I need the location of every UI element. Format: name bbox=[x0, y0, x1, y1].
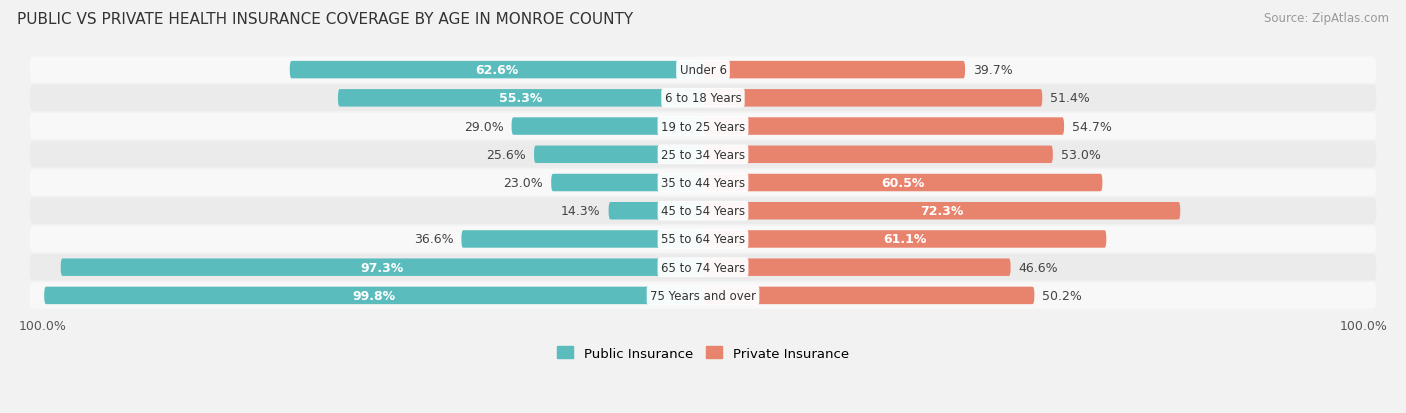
FancyBboxPatch shape bbox=[703, 146, 1053, 164]
Text: 46.6%: 46.6% bbox=[1018, 261, 1059, 274]
FancyBboxPatch shape bbox=[534, 146, 703, 164]
FancyBboxPatch shape bbox=[703, 230, 1107, 248]
Text: Source: ZipAtlas.com: Source: ZipAtlas.com bbox=[1264, 12, 1389, 25]
FancyBboxPatch shape bbox=[461, 230, 703, 248]
FancyBboxPatch shape bbox=[30, 57, 1376, 84]
FancyBboxPatch shape bbox=[30, 226, 1376, 253]
FancyBboxPatch shape bbox=[30, 114, 1376, 140]
Text: 35 to 44 Years: 35 to 44 Years bbox=[661, 177, 745, 190]
Text: 55 to 64 Years: 55 to 64 Years bbox=[661, 233, 745, 246]
Text: 55.3%: 55.3% bbox=[499, 92, 543, 105]
Text: 62.6%: 62.6% bbox=[475, 64, 517, 77]
Text: 65 to 74 Years: 65 to 74 Years bbox=[661, 261, 745, 274]
Text: 72.3%: 72.3% bbox=[920, 205, 963, 218]
Text: 29.0%: 29.0% bbox=[464, 120, 503, 133]
FancyBboxPatch shape bbox=[703, 90, 1042, 107]
FancyBboxPatch shape bbox=[30, 282, 1376, 309]
FancyBboxPatch shape bbox=[609, 202, 703, 220]
Text: 39.7%: 39.7% bbox=[973, 64, 1012, 77]
Text: 75 Years and over: 75 Years and over bbox=[650, 289, 756, 302]
FancyBboxPatch shape bbox=[30, 198, 1376, 224]
FancyBboxPatch shape bbox=[703, 259, 1011, 276]
Legend: Public Insurance, Private Insurance: Public Insurance, Private Insurance bbox=[553, 341, 853, 365]
FancyBboxPatch shape bbox=[30, 142, 1376, 168]
FancyBboxPatch shape bbox=[60, 259, 703, 276]
Text: 19 to 25 Years: 19 to 25 Years bbox=[661, 120, 745, 133]
Text: 45 to 54 Years: 45 to 54 Years bbox=[661, 205, 745, 218]
FancyBboxPatch shape bbox=[703, 202, 1180, 220]
Text: 25 to 34 Years: 25 to 34 Years bbox=[661, 148, 745, 161]
Text: PUBLIC VS PRIVATE HEALTH INSURANCE COVERAGE BY AGE IN MONROE COUNTY: PUBLIC VS PRIVATE HEALTH INSURANCE COVER… bbox=[17, 12, 633, 27]
FancyBboxPatch shape bbox=[290, 62, 703, 79]
FancyBboxPatch shape bbox=[703, 174, 1102, 192]
FancyBboxPatch shape bbox=[30, 85, 1376, 112]
FancyBboxPatch shape bbox=[30, 170, 1376, 196]
Text: 23.0%: 23.0% bbox=[503, 177, 543, 190]
Text: 51.4%: 51.4% bbox=[1050, 92, 1090, 105]
Text: 99.8%: 99.8% bbox=[352, 289, 395, 302]
FancyBboxPatch shape bbox=[30, 254, 1376, 281]
Text: 54.7%: 54.7% bbox=[1071, 120, 1112, 133]
Text: 97.3%: 97.3% bbox=[360, 261, 404, 274]
Text: 50.2%: 50.2% bbox=[1042, 289, 1083, 302]
FancyBboxPatch shape bbox=[703, 287, 1035, 304]
Text: 25.6%: 25.6% bbox=[486, 148, 526, 161]
FancyBboxPatch shape bbox=[703, 118, 1064, 135]
FancyBboxPatch shape bbox=[337, 90, 703, 107]
Text: 14.3%: 14.3% bbox=[561, 205, 600, 218]
FancyBboxPatch shape bbox=[44, 287, 703, 304]
Text: 6 to 18 Years: 6 to 18 Years bbox=[665, 92, 741, 105]
Text: Under 6: Under 6 bbox=[679, 64, 727, 77]
Text: 36.6%: 36.6% bbox=[413, 233, 454, 246]
FancyBboxPatch shape bbox=[551, 174, 703, 192]
FancyBboxPatch shape bbox=[512, 118, 703, 135]
Text: 53.0%: 53.0% bbox=[1060, 148, 1101, 161]
Text: 60.5%: 60.5% bbox=[882, 177, 924, 190]
FancyBboxPatch shape bbox=[703, 62, 965, 79]
Text: 61.1%: 61.1% bbox=[883, 233, 927, 246]
